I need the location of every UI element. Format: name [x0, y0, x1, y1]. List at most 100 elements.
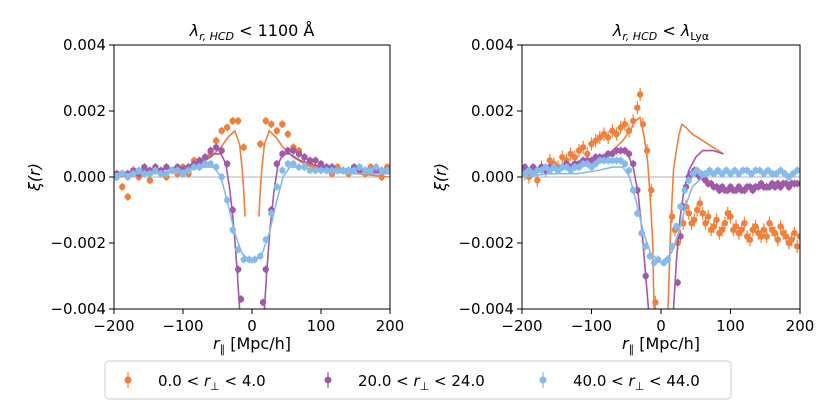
data-point: [727, 213, 734, 220]
data-point: [146, 177, 154, 184]
data-point: [621, 160, 629, 167]
data-point: [279, 150, 286, 158]
data-point: [534, 177, 541, 184]
data-point: [636, 91, 644, 98]
data-point: [345, 167, 352, 174]
x-tick-label: 200: [376, 317, 405, 335]
data-point: [168, 167, 176, 174]
data-point: [673, 223, 680, 230]
data-point: [642, 243, 649, 250]
data-point: [655, 256, 662, 263]
data-point: [367, 167, 374, 174]
data-point: [760, 226, 768, 233]
x-tick-label: −200: [501, 317, 542, 335]
legend-entry: 40.0 < r⊥ < 44.0: [539, 372, 700, 393]
data-point: [373, 163, 380, 171]
data-point: [766, 220, 773, 227]
data-point: [273, 160, 281, 167]
data-point: [699, 210, 706, 217]
panel-title: λr, HCD < λLyα: [612, 21, 709, 43]
data-point: [179, 170, 187, 177]
data-point: [119, 183, 126, 191]
data-point: [681, 187, 688, 194]
legend-dot: [124, 376, 132, 384]
data-point: [334, 167, 341, 174]
data-point: [273, 183, 281, 191]
data-point: [279, 121, 286, 128]
data-point: [207, 160, 214, 167]
data-point: [702, 220, 709, 227]
series-layer: [114, 116, 390, 309]
data-point: [201, 154, 209, 161]
data-point: [259, 299, 267, 306]
data-point: [361, 167, 369, 174]
data-point: [218, 173, 225, 181]
y-tick-label: 0.000: [471, 168, 514, 186]
data-point: [235, 117, 242, 125]
left-panel: −200 −100 0 100 200 −0.004 −0.002 0.000 0.002 0.0…: [25, 21, 404, 356]
data-point: [763, 233, 770, 240]
data-point: [794, 180, 800, 187]
x-tick-label: 200: [786, 317, 815, 335]
x-tick-label: 100: [716, 317, 745, 335]
y-tick-label: 0.002: [471, 102, 514, 120]
data-point: [693, 206, 701, 214]
data-point: [223, 196, 231, 204]
data-point: [218, 147, 225, 154]
legend-marker: [124, 372, 132, 388]
data-point: [146, 170, 154, 177]
data-point: [648, 187, 655, 194]
data-point: [317, 160, 325, 167]
legend-label: 40.0 < r⊥ < 44.0: [573, 372, 700, 393]
data-point: [794, 243, 800, 250]
data-point: [257, 140, 264, 148]
data-point: [268, 210, 275, 217]
data-point: [229, 226, 236, 233]
data-point: [223, 124, 231, 131]
data-point: [212, 137, 220, 144]
data-point: [685, 210, 692, 217]
data-point: [284, 160, 292, 167]
data-point: [284, 130, 292, 138]
data-point: [317, 167, 325, 174]
data-point: [746, 236, 754, 243]
legend-entry: 20.0 < r⊥ < 24.0: [324, 372, 485, 393]
data-point: [664, 256, 672, 263]
data-point: [251, 256, 258, 263]
data-point: [584, 150, 591, 158]
axis-ticks: −200 −100 0 100 200 −0.004 −0.002 0.000 0.002 0.0…: [50, 36, 404, 335]
data-point: [207, 147, 214, 154]
data-point: [696, 200, 704, 207]
right-panel: −200 −100 0 100 200 −0.004 −0.002 0.000 0.002 0.0…: [431, 21, 814, 356]
data-point: [119, 170, 126, 177]
data-point: [757, 233, 765, 240]
x-tick-label: 0: [656, 317, 666, 335]
x-axis-label: r∥ [Mpc/h]: [622, 334, 700, 356]
series-2: [114, 159, 390, 264]
data-point: [240, 144, 247, 151]
panel-title: λr, HCD < 1100 Å: [189, 21, 315, 43]
x-tick-label: −100: [571, 317, 612, 335]
data-point: [788, 236, 795, 243]
data-point: [157, 170, 165, 177]
legend-marker: [324, 372, 332, 388]
data-point: [237, 295, 245, 303]
y-tick-label: −0.004: [458, 300, 514, 318]
data-point: [279, 167, 286, 174]
y-axis-label: ξ(r): [431, 163, 450, 192]
data-point: [685, 177, 692, 184]
series-2: [522, 156, 800, 267]
data-point: [639, 121, 647, 128]
x-tick-label: −200: [93, 317, 134, 335]
data-point: [141, 163, 148, 171]
data-point: [774, 236, 781, 243]
data-point: [290, 147, 297, 154]
y-axis-label: ξ(r): [25, 163, 44, 192]
data-point: [771, 229, 779, 237]
data-point: [223, 160, 231, 167]
x-axis-label: r∥ [Mpc/h]: [213, 334, 291, 356]
data-point: [114, 173, 120, 181]
data-point: [643, 147, 651, 154]
data-point: [124, 193, 131, 200]
data-point: [571, 154, 579, 161]
